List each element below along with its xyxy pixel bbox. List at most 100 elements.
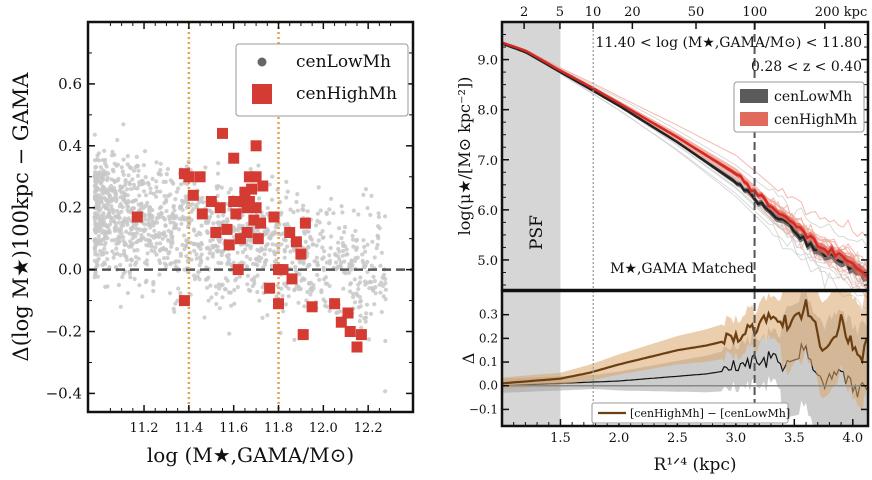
cenLowMh-point [146,216,152,221]
cenLowMh-point [320,245,325,250]
cenLowMh-point [322,277,327,282]
cenLowMh-point [93,164,99,170]
cenLowMh-point [183,243,189,248]
cenLowMh-point [124,257,129,262]
cenLowMh-point [172,260,178,265]
cenHighMh-point [299,217,311,229]
cenLowMh-point [383,281,388,286]
cenLowMh-point [196,230,202,235]
cenHighMh-point [234,233,246,245]
individual-profile-cenHighMh [501,42,868,239]
cenLowMh-point [219,185,224,190]
cenLowMh-point [132,276,137,282]
cenLowMh-point [228,187,233,192]
cenLowMh-point [322,249,327,254]
top-tick-label: 2 [520,5,528,20]
cenLowMh-point [151,288,156,294]
y-tick-label: −0.2 [46,323,82,341]
cenLowMh-point [257,259,262,264]
cenLowMh-point [158,161,163,166]
cenLowMh-point [113,188,118,194]
cenLowMh-point [143,237,148,242]
cenLowMh-point [368,212,373,217]
cenLowMh-point [294,199,299,205]
cenLowMh-point [316,238,321,243]
cenLowMh-point [96,234,101,239]
cenLowMh-point [130,236,135,241]
cenLowMh-point [157,272,162,277]
y-tick-label: 7.0 [477,154,498,169]
cenLowMh-point [358,304,363,309]
legend-label-cenHighMh: cenHighMh [774,112,857,128]
cenHighMh-point [295,248,307,260]
cenLowMh-point [341,286,346,291]
cenHighMh-point [255,217,267,229]
cenLowMh-point [116,176,121,181]
cenLowMh-point [117,235,123,240]
cenLowMh-point [375,233,380,238]
cenLowMh-point [237,274,242,279]
x-tick-label: 1.5 [550,431,571,446]
cenLowMh-point [152,228,157,233]
cenLowMh-point [290,260,295,265]
cenLowMh-point [265,205,270,211]
cenLowMh-point [302,277,307,282]
x-tick-label: 11.4 [174,421,203,436]
cenHighMh-point [246,183,258,195]
cenLowMh-point [329,196,334,201]
cenLowMh-point [179,221,184,226]
cenLowMh-point [93,177,98,182]
cenLowMh-point [288,207,293,212]
cenLowMh-point [164,263,169,268]
cenLowMh-point [171,181,176,186]
cenLowMh-point [351,208,356,213]
cenLowMh-point [369,285,375,291]
legend-label-difference: [cenHighMh] − [cenLowMh] [630,407,790,420]
cenLowMh-point [358,280,363,285]
cenLowMh-point [134,240,139,245]
cenLowMh-point [320,235,325,240]
cenLowMh-point [134,260,139,265]
cenLowMh-point [274,242,279,248]
y-tick-label: 8.0 [477,104,498,119]
cenLowMh-point [360,252,365,257]
cenLowMh-point [340,253,345,258]
y-tick-label: 6.0 [477,204,498,219]
cenLowMh-point [208,238,213,243]
cenLowMh-point [318,231,323,237]
cenLowMh-point [256,163,261,168]
cenLowMh-point [336,254,341,259]
top-tick-label: 50 [688,5,705,20]
cenLowMh-point [270,242,275,247]
cenLowMh-point [109,199,114,204]
cenLowMh-point [320,256,325,261]
cenLowMh-point [298,259,304,264]
cenLowMh-point [114,163,119,168]
cenLowMh-point [177,206,183,211]
cenLowMh-point [96,256,101,261]
cenLowMh-point [129,257,134,262]
cenHighMh-point [237,196,249,207]
cenLowMh-point [133,198,139,203]
cenLowMh-point [219,283,224,288]
cenLowMh-point [100,237,105,242]
cenLowMh-point [111,255,116,260]
cenLowMh-point [265,242,270,247]
cenLowMh-point [176,286,181,291]
cenLowMh-point [356,212,361,217]
cenLowMh-point [182,267,187,272]
cenLowMh-point [358,313,363,318]
cenLowMh-point [121,122,126,127]
cenLowMh-point [146,232,151,237]
cenLowMh-point [108,215,114,220]
cenLowMh-point [349,258,354,263]
cenLowMh-point [283,238,288,243]
cenLowMh-point [107,208,112,213]
cenLowMh-point [164,209,169,214]
cenLowMh-point [205,256,210,261]
cenLowMh-point [171,306,176,311]
cenLowMh-point [103,233,108,238]
psf-region [502,291,561,426]
cenLowMh-point [118,201,123,207]
cenLowMh-point [176,186,181,191]
